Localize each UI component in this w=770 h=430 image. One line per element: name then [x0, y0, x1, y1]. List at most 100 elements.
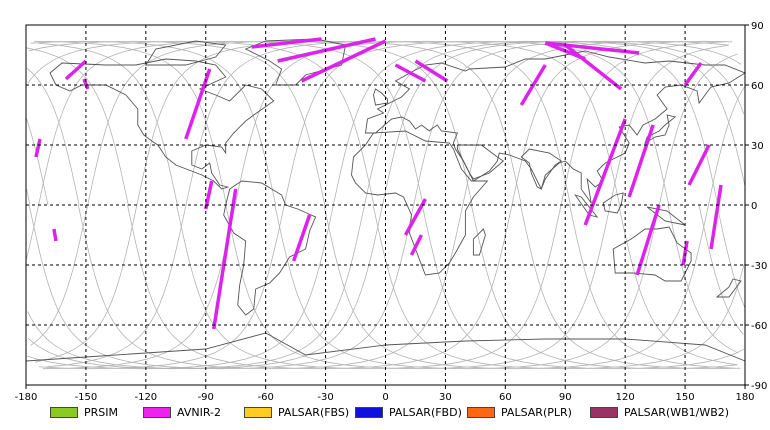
orbit-track	[28, 40, 742, 370]
legend-label: PRSIM	[84, 405, 118, 419]
x-tick-label: 60	[499, 392, 512, 403]
orbit-track	[520, 204, 741, 370]
legend-label: PALSAR(PLR)	[501, 405, 572, 419]
legend-label: PALSAR(FBS)	[278, 405, 350, 419]
coastline	[364, 50, 746, 204]
orbit-track	[34, 40, 227, 206]
orbit-track	[26, 40, 719, 370]
x-tick-label: 150	[676, 392, 695, 403]
orbit-track	[471, 204, 738, 370]
observation-swath	[414, 59, 449, 83]
x-tick-label: -30	[317, 392, 333, 403]
observation-swath	[204, 180, 214, 210]
orbit-track	[28, 40, 326, 206]
coastline	[373, 88, 388, 106]
observation-swath	[394, 63, 427, 83]
orbit-track	[27, 40, 746, 370]
observation-swath	[300, 39, 387, 83]
orbit-track	[25, 117, 49, 206]
observation-swath	[251, 37, 322, 49]
observation-swath	[409, 234, 424, 256]
legend-swatch	[143, 406, 171, 418]
orbit-track	[26, 67, 80, 206]
x-tick-label: -150	[75, 392, 98, 403]
observation-swath	[212, 188, 238, 330]
orbit-track	[274, 53, 738, 370]
coastline	[49, 58, 275, 190]
legend-swatch	[50, 406, 78, 418]
orbit-track	[42, 40, 620, 370]
y-tick-label: -60	[751, 321, 767, 332]
observation-swath	[564, 43, 623, 91]
orbit-track	[27, 40, 375, 206]
orbit-track	[667, 204, 738, 354]
y-tick-label: 60	[751, 81, 764, 92]
orbit-track	[225, 44, 729, 370]
orbit-track	[569, 204, 735, 369]
legend-label: PALSAR(FBD)	[389, 405, 462, 419]
legend-item: PALSAR(WB1/WB2)	[590, 402, 729, 422]
coastline	[644, 114, 677, 145]
orbit-track	[421, 204, 745, 370]
orbit-track	[372, 204, 745, 370]
coastline	[520, 148, 563, 190]
observation-swath	[545, 41, 640, 55]
orbit-track	[323, 86, 745, 370]
x-tick-label: 120	[616, 392, 635, 403]
x-tick-label: -120	[134, 392, 157, 403]
x-tick-label: 30	[439, 392, 452, 403]
observation-swath	[709, 184, 723, 250]
x-tick-label: 90	[559, 392, 572, 403]
x-tick-label: -60	[257, 392, 273, 403]
x-tick-label: 0	[382, 392, 388, 403]
orbit-track	[26, 189, 31, 206]
coastline	[223, 180, 317, 316]
legend: PRSIM AVNIR-2 PALSAR(FBS) PALSAR(FBD) PALSAR…	[0, 402, 770, 422]
legend-item: PALSAR(FBD)	[355, 402, 462, 422]
coastline	[472, 228, 486, 256]
observation-swath	[34, 138, 42, 158]
observation-swath	[687, 144, 711, 186]
legend-item: PRSIM	[50, 402, 118, 422]
coastline	[144, 40, 227, 66]
coastlines	[25, 38, 746, 362]
orbit-track	[46, 40, 571, 368]
y-tick-label: 30	[751, 141, 764, 152]
y-tick-label: 0	[751, 201, 757, 212]
orbit-tracks	[25, 40, 746, 370]
legend-swatch	[244, 406, 272, 418]
observation-swath	[627, 124, 655, 198]
orbit-track	[39, 40, 670, 370]
legend-swatch	[467, 406, 495, 418]
coastline	[456, 144, 505, 180]
orbit-track	[127, 40, 733, 370]
orbit-track	[34, 40, 522, 363]
orbit-track	[716, 204, 746, 308]
orbit-track	[176, 41, 726, 370]
y-tick-label: -90	[751, 381, 767, 392]
y-tick-label: 90	[751, 21, 764, 32]
observation-swath	[64, 59, 88, 81]
coastline	[574, 194, 599, 218]
observation-swath	[52, 228, 58, 242]
x-tick-label: -90	[198, 392, 214, 403]
y-axis-ticks: 90 60 30 0 -30 -60 -90	[745, 21, 767, 392]
observation-swath	[583, 118, 627, 226]
orbit-track	[618, 204, 738, 366]
legend-item: AVNIR-2	[143, 402, 221, 422]
legend-label: PALSAR(WB1/WB2)	[624, 405, 730, 419]
observation-swath	[635, 204, 661, 276]
coastline	[351, 130, 489, 276]
orbit-track	[26, 47, 129, 206]
orbit-track	[30, 40, 277, 206]
legend-swatch	[590, 406, 618, 418]
observation-swath	[291, 214, 312, 262]
y-tick-label: -30	[751, 261, 767, 272]
observation-swaths	[34, 37, 723, 330]
observation-swath	[683, 61, 703, 87]
orbit-track	[30, 40, 473, 346]
map-grid	[26, 25, 745, 385]
legend-item: PALSAR(PLR)	[467, 402, 572, 422]
orbit-track	[27, 40, 745, 370]
